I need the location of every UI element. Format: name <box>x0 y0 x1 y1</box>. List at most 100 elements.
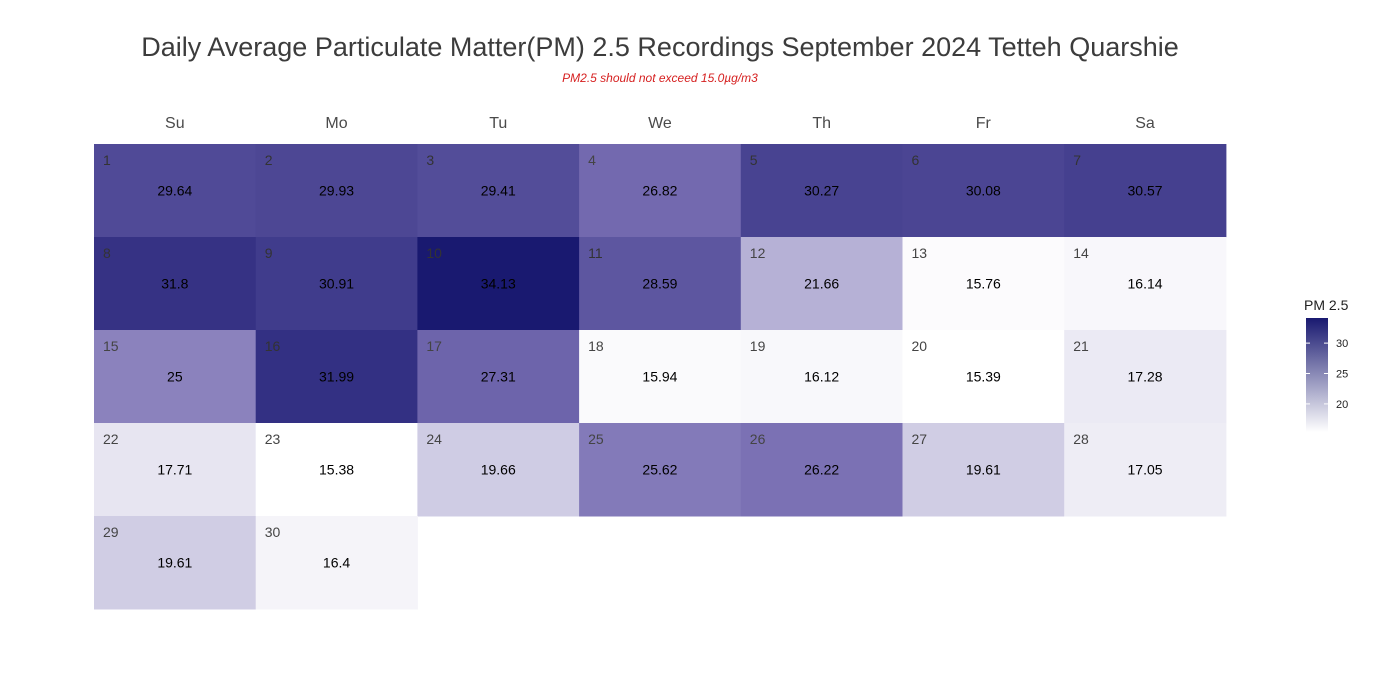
day-value-label: 15.76 <box>966 276 1001 292</box>
day-cell-fill <box>1064 237 1227 331</box>
day-cell: 27 19.61 <box>902 423 1065 517</box>
day-value-label: 25.62 <box>642 462 677 478</box>
day-cell: 129.64 <box>94 144 257 238</box>
day-cell-fill <box>94 330 257 424</box>
day-number: 11 <box>588 245 603 261</box>
day-cell-fill <box>1064 144 1227 238</box>
day-value-label: 29.64 <box>157 183 192 199</box>
day-value-label: 27.31 <box>481 369 516 385</box>
day-value-label: 15.94 <box>642 369 677 385</box>
day-number: 9 <box>265 245 273 261</box>
day-number: 10 <box>426 245 442 261</box>
day-cell-fill <box>740 144 903 238</box>
day-cell: 20 15.39 <box>902 330 1065 424</box>
day-value-label: 15.39 <box>966 369 1001 385</box>
day-value-label: 21.66 <box>804 276 839 292</box>
day-number: 23 <box>265 431 281 447</box>
day-value-label: 34.13 <box>481 276 516 292</box>
day-number: 16 <box>265 338 281 354</box>
day-value-label: 15.38 <box>319 462 354 478</box>
day-value-label: 17.05 <box>1128 462 1163 478</box>
day-cell-fill <box>94 516 257 610</box>
day-value-label: 16.4 <box>323 555 350 571</box>
day-value-label: 16.14 <box>1128 276 1163 292</box>
day-number: 22 <box>103 431 119 447</box>
day-value-label: 31.8 <box>161 276 188 292</box>
day-cell-fill <box>902 423 1065 517</box>
day-number: 5 <box>750 152 758 168</box>
day-number: 1 <box>103 152 111 168</box>
day-value-label: 30.57 <box>1128 183 1163 199</box>
legend-title: PM 2.5 <box>1304 297 1349 313</box>
day-cell: 630.08 <box>902 144 1065 238</box>
day-value-label: 19.61 <box>157 555 192 571</box>
day-value-label: 19.66 <box>481 462 516 478</box>
day-value-label: 17.28 <box>1128 369 1163 385</box>
day-number: 19 <box>750 338 766 354</box>
day-cell: 22 17.71 <box>94 423 257 517</box>
day-number: 25 <box>588 431 604 447</box>
day-cell-fill <box>417 237 580 331</box>
day-cell: 26 26.22 <box>740 423 903 517</box>
day-cell: 24 19.66 <box>417 423 580 517</box>
day-cell-fill <box>255 330 418 424</box>
day-cell: 16 31.99 <box>255 330 418 424</box>
day-number: 30 <box>265 524 281 540</box>
day-number: 4 <box>588 152 596 168</box>
day-cell: 930.91 <box>255 237 418 331</box>
chart-subtitle: PM2.5 should not exceed 15.0µg/m3 <box>562 71 758 85</box>
day-number: 28 <box>1073 431 1089 447</box>
day-cell: 18 15.94 <box>579 330 742 424</box>
day-number: 3 <box>426 152 434 168</box>
day-cell-fill <box>579 237 742 331</box>
weekday-header: Fr <box>976 115 992 132</box>
day-cell-fill <box>579 423 742 517</box>
day-number: 12 <box>750 245 766 261</box>
day-cell-fill <box>902 144 1065 238</box>
day-cell: 29 19.61 <box>94 516 257 610</box>
day-number: 14 <box>1073 245 1089 261</box>
day-cell: 730.57 <box>1064 144 1227 238</box>
day-value-label: 29.93 <box>319 183 354 199</box>
day-value-label: 29.41 <box>481 183 516 199</box>
day-value-label: 30.27 <box>804 183 839 199</box>
day-cell: 28 17.05 <box>1064 423 1227 517</box>
day-cell: 21 17.28 <box>1064 330 1227 424</box>
day-cell-fill <box>902 237 1065 331</box>
day-value-label: 30.08 <box>966 183 1001 199</box>
day-number: 17 <box>426 338 442 354</box>
day-cell-fill <box>417 423 580 517</box>
legend-colorbar: 30 25 20 <box>1306 318 1348 432</box>
weekday-header: Th <box>812 115 831 132</box>
day-cell: 17 27.31 <box>417 330 580 424</box>
day-cell-fill <box>579 144 742 238</box>
day-cell-fill <box>255 144 418 238</box>
day-cell: 530.27 <box>740 144 903 238</box>
calendar-heatmap: Su Mo Tu We Th Fr Sa129.64229.93329.41426.8253… <box>94 115 1227 610</box>
day-number: 20 <box>912 338 928 354</box>
day-cell: 19 16.12 <box>740 330 903 424</box>
day-value-label: 31.99 <box>319 369 354 385</box>
day-value-label: 26.82 <box>642 183 677 199</box>
day-cell-fill <box>255 237 418 331</box>
day-cell-fill <box>579 330 742 424</box>
day-number: 2 <box>265 152 273 168</box>
day-cell-fill <box>1064 330 1227 424</box>
day-number: 29 <box>103 524 119 540</box>
day-cell-fill <box>740 330 903 424</box>
day-cell-fill <box>417 144 580 238</box>
day-cell-fill <box>94 423 257 517</box>
day-number: 8 <box>103 245 111 261</box>
day-number: 26 <box>750 431 766 447</box>
day-cell: 10 34.13 <box>417 237 580 331</box>
day-cell-fill <box>740 237 903 331</box>
day-value-label: 19.61 <box>966 462 1001 478</box>
day-value-label: 25 <box>167 369 183 385</box>
day-cell: 23 15.38 <box>255 423 418 517</box>
day-cell-fill <box>94 237 257 331</box>
chart-title: Daily Average Particulate Matter(PM) 2.5… <box>141 32 1179 62</box>
day-cell: 13 15.76 <box>902 237 1065 331</box>
day-cell-fill <box>1064 423 1227 517</box>
day-cell-fill <box>255 516 418 610</box>
